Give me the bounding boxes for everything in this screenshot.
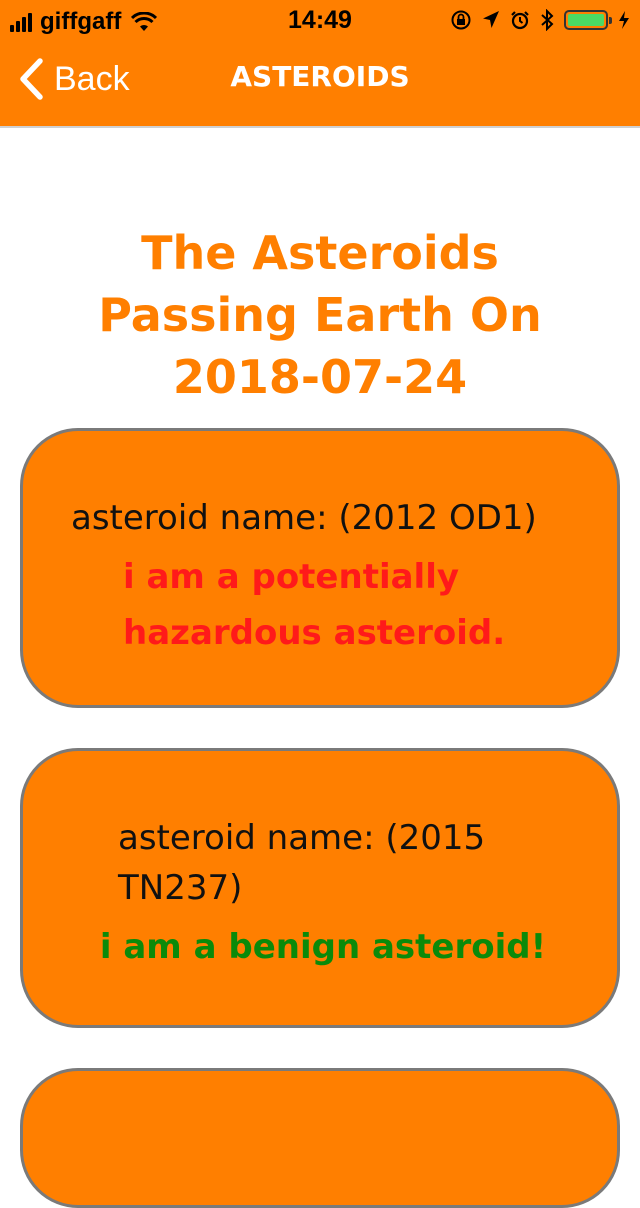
asteroid-card[interactable] (20, 1068, 620, 1208)
chevron-left-icon (20, 58, 43, 100)
status-bar: giffgaff 14:49 (0, 0, 640, 40)
bluetooth-icon (541, 9, 554, 31)
nav-title: ASTEROIDS (230, 60, 410, 93)
asteroid-card[interactable]: asteroid name: (2015 TN237) i am a benig… (20, 748, 620, 1028)
battery-icon (564, 10, 612, 30)
back-button[interactable]: Back (18, 58, 130, 100)
hazard-status: i am a potentially hazardous asteroid. (123, 557, 506, 653)
status-right (440, 9, 630, 31)
location-arrow-icon (483, 11, 499, 28)
carrier-name: giffgaff (40, 8, 122, 35)
asteroid-name: asteroid name: (2012 OD1) (71, 498, 537, 538)
page-heading: The Asteroids passing Earth on 2018-07-2… (98, 226, 542, 404)
back-button-label: Back (54, 59, 130, 98)
rotation-lock-icon (451, 10, 471, 30)
asteroid-name: asteroid name: (2015 TN237) (118, 818, 486, 908)
navigation-bar: Back ASTEROIDS (0, 40, 640, 128)
signal-bars-icon (10, 12, 34, 32)
status-time: 14:49 (288, 6, 352, 34)
charging-bolt-icon (619, 11, 629, 29)
battery-level (568, 14, 604, 26)
hazard-status: i am a benign asteroid! (99, 927, 547, 967)
alarm-clock-icon (511, 11, 529, 30)
status-left: giffgaff (10, 8, 158, 36)
wifi-icon (131, 12, 158, 31)
asteroid-card[interactable]: asteroid name: (2012 OD1) i am a potenti… (20, 428, 620, 708)
